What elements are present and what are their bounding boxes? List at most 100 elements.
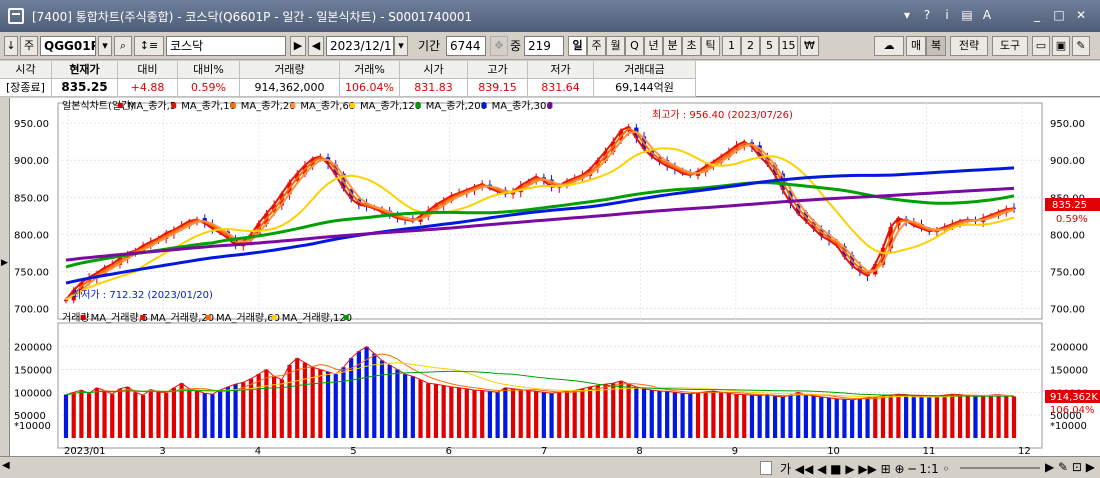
toolbar: ↓ 주 QGG01P ▾ ⌕ ↕≡ 코스닥 ▶ ◀ 2023/12/11 ▾ 기… bbox=[0, 32, 1100, 60]
menu-icon[interactable]: ▤ bbox=[961, 8, 973, 22]
settings-icon[interactable]: ✎ bbox=[1072, 36, 1090, 56]
code-input[interactable]: QGG01P bbox=[40, 36, 96, 56]
maximize-icon[interactable]: □ bbox=[1053, 8, 1065, 22]
price-tick-label-right: 700.00 bbox=[1050, 305, 1085, 316]
open-icon[interactable]: ▭ bbox=[1032, 36, 1050, 56]
volume-bar bbox=[133, 392, 138, 438]
period-button-minute[interactable]: 분 bbox=[663, 36, 682, 56]
price-legend-item: MA_종가,306 bbox=[492, 100, 553, 112]
period-button-quarter[interactable]: Q bbox=[625, 36, 644, 56]
strategy-button[interactable]: 전략 bbox=[950, 36, 988, 56]
save-icon[interactable]: ▣ bbox=[1052, 36, 1070, 56]
move-icon[interactable]: ✥ bbox=[490, 36, 508, 56]
volume-bar bbox=[850, 399, 855, 438]
sort-order-icon[interactable]: ↕≡ bbox=[134, 36, 164, 56]
interval-button-15[interactable]: 15 bbox=[779, 36, 798, 56]
dropdown-icon[interactable]: ▾ bbox=[903, 8, 911, 22]
volume-bar bbox=[803, 394, 809, 438]
axes: 950.00950.00900.00900.00850.00850.00800.… bbox=[14, 119, 1088, 456]
volume-bar bbox=[765, 394, 770, 438]
zoom-slider[interactable] bbox=[960, 467, 1040, 469]
play-icon[interactable]: ▶ bbox=[290, 36, 306, 56]
interval-button-5[interactable]: 5 bbox=[760, 36, 779, 56]
price-tick-label-left: 900.00 bbox=[14, 156, 49, 167]
quote-value-change: +4.88 bbox=[118, 79, 178, 97]
volume-bar bbox=[271, 376, 277, 438]
volume-bar bbox=[873, 396, 878, 438]
period-button-year[interactable]: 년 bbox=[644, 36, 663, 56]
volume-bar bbox=[241, 382, 246, 438]
volume-bar bbox=[665, 391, 670, 438]
multi-button[interactable]: 복 bbox=[926, 36, 946, 56]
volume-bar bbox=[140, 395, 146, 438]
volume-bar bbox=[349, 358, 354, 438]
quote-header: 시가 bbox=[400, 61, 468, 79]
x-tick-label: 3 bbox=[159, 446, 165, 456]
min-price-annotation: 최저가 : 712.32 (2023/01/20) bbox=[72, 289, 213, 301]
trade-button[interactable]: 매 bbox=[906, 36, 926, 56]
quote-value-change-pct: 0.59% bbox=[178, 79, 240, 97]
legend-swatch bbox=[343, 315, 349, 320]
cloud-icon[interactable]: ☁ bbox=[874, 36, 904, 56]
expand-icon[interactable]: ▶ bbox=[1, 258, 8, 268]
volume-bars bbox=[63, 346, 1017, 438]
legend-swatch bbox=[171, 103, 177, 108]
period-button-week[interactable]: 주 bbox=[587, 36, 606, 56]
period-button-month[interactable]: 월 bbox=[606, 36, 625, 56]
volume-bar bbox=[903, 394, 909, 438]
volume-bar bbox=[880, 396, 886, 438]
tools-button[interactable]: 도구 bbox=[992, 36, 1028, 56]
stock-type-button[interactable]: 주 bbox=[20, 36, 38, 56]
period-button-second[interactable]: 초 bbox=[682, 36, 701, 56]
volume-bar bbox=[534, 391, 539, 438]
close-icon[interactable]: ✕ bbox=[1075, 8, 1087, 22]
info-icon[interactable]: i bbox=[945, 8, 949, 22]
price-legend-item: MA_종가,120 bbox=[360, 100, 421, 112]
quote-table: 시각 현재가 대비 대비% 거래량 거래% 시가 고가 저가 거래대금 [장종료… bbox=[0, 61, 1100, 97]
volume-bar bbox=[965, 395, 970, 438]
date-dropdown-icon[interactable]: ▾ bbox=[394, 36, 408, 56]
currency-button[interactable]: ₩ bbox=[800, 36, 819, 56]
prev-icon[interactable]: ◀ bbox=[308, 36, 324, 56]
count-input[interactable]: 219 bbox=[524, 36, 564, 56]
volume-bar bbox=[826, 397, 832, 438]
sort-icon[interactable]: ↓ bbox=[4, 36, 18, 56]
code-dropdown-icon[interactable]: ▾ bbox=[98, 36, 112, 56]
volume-tick-label-left: 150000 bbox=[14, 366, 52, 377]
volume-bar bbox=[449, 386, 454, 438]
scroll-left-icon[interactable]: ◀ bbox=[2, 460, 10, 471]
left-collapse-pane[interactable]: ▶ bbox=[0, 98, 10, 456]
interval-button-1[interactable]: 1 bbox=[722, 36, 741, 56]
legend-swatch bbox=[140, 315, 146, 320]
chart-area[interactable]: 950.00950.00900.00900.00850.00850.00800.… bbox=[10, 98, 1100, 456]
period-input[interactable]: 6744 bbox=[446, 36, 486, 56]
search-icon[interactable]: ⌕ bbox=[114, 36, 132, 56]
volume-bar bbox=[364, 346, 369, 438]
nav-controls[interactable]: 가 ◀◀ ◀ ■ ▶ ▶▶ ⊞ ⊕ ─ 1:1 ◦ bbox=[780, 462, 950, 476]
volume-bar bbox=[156, 391, 161, 438]
volume-bar bbox=[171, 387, 177, 438]
last-pct-label: 0.59% bbox=[1056, 214, 1088, 225]
scrollbar-thumb[interactable] bbox=[760, 461, 772, 475]
volume-bar bbox=[564, 391, 570, 438]
right-nav-controls[interactable]: ▶ ✎ ⊡ ▶ bbox=[1045, 460, 1096, 474]
font-size-icon[interactable]: A bbox=[982, 8, 992, 22]
legend-swatch bbox=[481, 103, 487, 108]
candle-body bbox=[1011, 207, 1017, 209]
x-tick-label: 9 bbox=[732, 446, 738, 456]
date-input[interactable]: 2023/12/11 bbox=[326, 36, 394, 56]
volume-bar bbox=[672, 392, 677, 438]
minimize-icon[interactable]: _ bbox=[1034, 8, 1040, 22]
x-tick-label: 5 bbox=[350, 446, 356, 456]
stock-name-field[interactable]: 코스닥 bbox=[166, 36, 286, 56]
volume-bar bbox=[94, 387, 99, 438]
help-icon[interactable]: ? bbox=[923, 8, 931, 22]
legend-swatch bbox=[350, 103, 355, 108]
last-volume-label: 914,362K bbox=[1050, 392, 1098, 403]
period-button-day[interactable]: 일 bbox=[568, 36, 587, 56]
ma-line-306 bbox=[65, 186, 1015, 262]
period-button-tick[interactable]: 틱 bbox=[701, 36, 720, 56]
interval-button-2[interactable]: 2 bbox=[741, 36, 760, 56]
volume-tick-label-left: 50000 bbox=[14, 411, 46, 422]
volume-bar bbox=[125, 386, 130, 438]
